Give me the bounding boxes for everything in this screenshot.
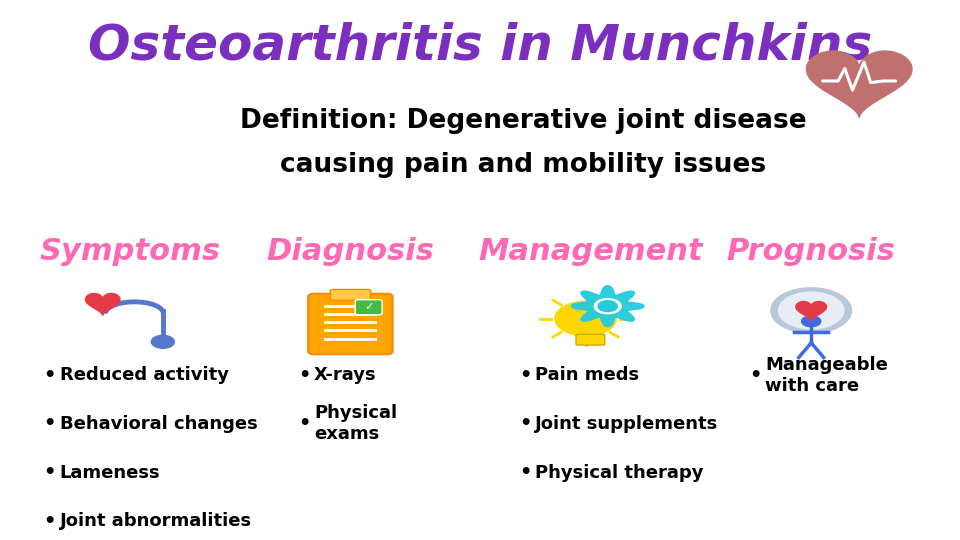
Text: •: • — [299, 414, 310, 434]
FancyBboxPatch shape — [355, 300, 382, 315]
Polygon shape — [85, 293, 120, 315]
FancyBboxPatch shape — [308, 294, 393, 354]
Text: Reduced activity: Reduced activity — [60, 366, 228, 384]
FancyBboxPatch shape — [330, 289, 371, 300]
Circle shape — [598, 301, 617, 312]
Text: Physical
exams: Physical exams — [314, 404, 397, 443]
Text: Joint abnormalities: Joint abnormalities — [60, 512, 252, 530]
Circle shape — [594, 299, 621, 314]
Text: •: • — [44, 511, 56, 531]
Text: •: • — [519, 414, 531, 434]
Text: •: • — [519, 463, 531, 482]
Text: Lameness: Lameness — [60, 463, 160, 482]
Text: Definition: Degenerative joint disease: Definition: Degenerative joint disease — [240, 109, 806, 134]
Text: Symptoms: Symptoms — [39, 237, 220, 266]
Text: Joint supplements: Joint supplements — [535, 415, 718, 433]
Text: •: • — [44, 463, 56, 482]
Text: causing pain and mobility issues: causing pain and mobility issues — [280, 152, 766, 178]
Text: Behavioral changes: Behavioral changes — [60, 415, 257, 433]
Circle shape — [555, 301, 616, 336]
Text: Osteoarthritis in Munchkins: Osteoarthritis in Munchkins — [88, 22, 872, 70]
Text: Pain meds: Pain meds — [535, 366, 638, 384]
Text: ✓: ✓ — [364, 302, 373, 312]
Polygon shape — [796, 301, 827, 321]
Text: X-rays: X-rays — [314, 366, 376, 384]
Circle shape — [779, 292, 844, 329]
Text: •: • — [750, 366, 761, 385]
Text: •: • — [44, 366, 56, 385]
Text: Manageable
with care: Manageable with care — [765, 356, 888, 395]
Polygon shape — [571, 286, 644, 327]
Circle shape — [152, 335, 175, 348]
Text: •: • — [519, 366, 531, 385]
FancyBboxPatch shape — [576, 334, 605, 345]
Text: Physical therapy: Physical therapy — [535, 463, 704, 482]
Circle shape — [802, 316, 821, 327]
Text: •: • — [299, 366, 310, 385]
Text: Prognosis: Prognosis — [727, 237, 896, 266]
Text: Management: Management — [478, 237, 703, 266]
Text: Diagnosis: Diagnosis — [267, 237, 434, 266]
Circle shape — [771, 288, 852, 333]
Text: •: • — [44, 414, 56, 434]
Polygon shape — [806, 51, 912, 117]
